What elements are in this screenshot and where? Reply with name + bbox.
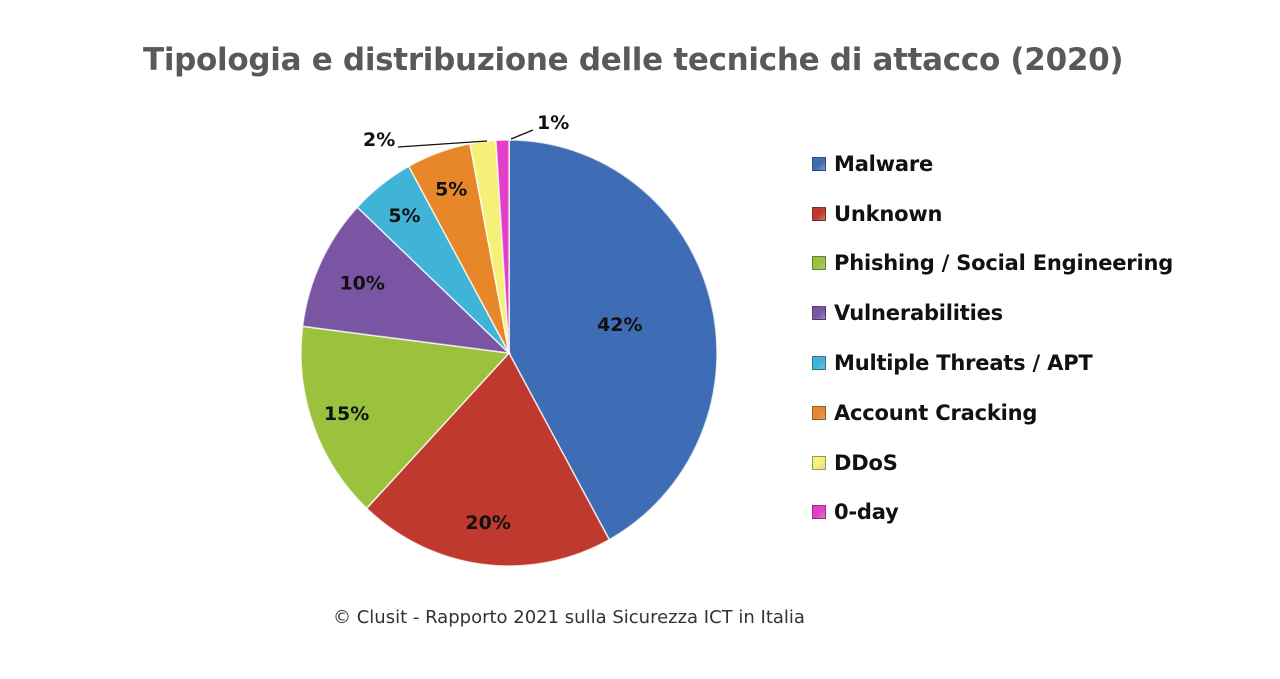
legend-label: Vulnerabilities bbox=[834, 301, 1003, 326]
pie-slices bbox=[300, 139, 718, 567]
data-label-0-day: 1% bbox=[537, 112, 569, 134]
pie-data-labels: 42% 20% 15% 10% 5% 5% 2% 1% bbox=[324, 112, 643, 534]
legend-swatch bbox=[812, 405, 826, 420]
pie-slice-shade-malware bbox=[509, 140, 717, 540]
data-label-unknown: 20% bbox=[465, 512, 510, 534]
legend-swatch bbox=[812, 256, 826, 271]
pie-slice-shade-account-cracking bbox=[408, 143, 509, 353]
data-label-malware: 42% bbox=[597, 314, 642, 336]
pie-slice-shade-multiple-threats-apt bbox=[357, 166, 509, 353]
legend-label: DDoS bbox=[834, 450, 898, 475]
legend-item-unknown: Unknown bbox=[812, 189, 1173, 239]
pie-slice-shade-phishing-social-engineering bbox=[300, 326, 509, 509]
chart-legend: Malware Unknown Phishing / Social Engineer… bbox=[812, 139, 1173, 537]
legend-item-phishing-social-engineering: Phishing / Social Engineering bbox=[812, 239, 1173, 289]
legend-label: Phishing / Social Engineering bbox=[834, 251, 1174, 276]
leader-line-ddos bbox=[397, 140, 488, 148]
chart-title: Tipologia e distribuzione delle tecniche… bbox=[143, 42, 1124, 78]
leader-lines bbox=[397, 129, 534, 148]
pie-slice-shade-vulnerabilities bbox=[302, 207, 509, 353]
legend-item-0-day: 0-day bbox=[812, 488, 1173, 538]
legend-item-vulnerabilities: Vulnerabilities bbox=[812, 288, 1173, 338]
legend-label: 0-day bbox=[834, 500, 899, 525]
legend-swatch bbox=[812, 356, 826, 371]
data-label-multiple-threats-apt: 5% bbox=[388, 205, 420, 227]
legend-label: Malware bbox=[834, 151, 934, 176]
data-label-account-cracking: 5% bbox=[435, 179, 467, 201]
legend-label: Account Cracking bbox=[834, 400, 1038, 425]
leader-line-0-day bbox=[510, 129, 534, 140]
legend-swatch bbox=[812, 156, 826, 171]
source-credit: © Clusit - Rapporto 2021 sulla Sicurezza… bbox=[333, 607, 805, 628]
pie-slice-shade-0-day bbox=[495, 140, 509, 353]
legend-item-ddos: DDoS bbox=[812, 438, 1173, 488]
legend-label: Multiple Threats / APT bbox=[834, 351, 1093, 376]
legend-item-account-cracking: Account Cracking bbox=[812, 388, 1173, 438]
legend-label: Unknown bbox=[834, 201, 943, 226]
pie-slice-shade-ddos bbox=[470, 140, 509, 353]
legend-swatch bbox=[812, 206, 826, 221]
data-label-phishing-social-engineering: 15% bbox=[324, 403, 369, 425]
legend-swatch bbox=[812, 505, 826, 520]
pie-slice-shade-unknown bbox=[366, 353, 610, 566]
data-label-vulnerabilities: 10% bbox=[339, 272, 384, 294]
legend-swatch bbox=[812, 306, 826, 321]
legend-item-multiple-threats-apt: Multiple Threats / APT bbox=[812, 338, 1173, 388]
data-label-ddos: 2% bbox=[363, 129, 395, 151]
legend-swatch bbox=[812, 455, 826, 470]
legend-item-malware: Malware bbox=[812, 139, 1173, 189]
